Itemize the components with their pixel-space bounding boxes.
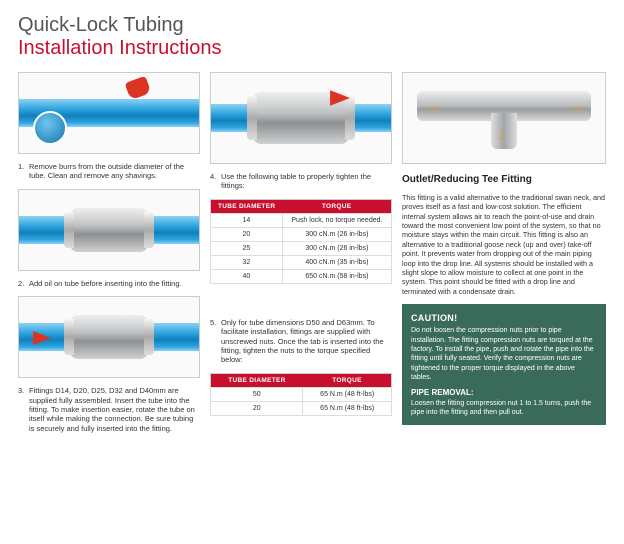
caption-step-2: 2. Add oil on tube before inserting into… (18, 279, 200, 288)
cell: 25 (211, 241, 283, 255)
figure-step-4 (210, 72, 392, 164)
th-torque: TORQUE (303, 373, 392, 387)
figure-tee-fitting: → → → (402, 72, 606, 164)
table-row: 5065 N.m (48 ft-lbs) (211, 387, 392, 401)
table-row: 2065 N.m (48 ft-lbs) (211, 401, 392, 415)
cell: 32 (211, 255, 283, 269)
step-num: 5. (210, 318, 218, 365)
th-diameter: TUBE DIAMETER (211, 373, 303, 387)
caution-box: CAUTION! Do not loosen the compression n… (402, 304, 606, 425)
step-num: 2. (18, 279, 26, 288)
caption-step-4: 4. Use the following table to properly t… (210, 172, 392, 191)
step-num: 3. (18, 386, 26, 433)
figure-step-1 (18, 72, 200, 154)
page-title-line1: Quick-Lock Tubing (18, 14, 606, 37)
cell: 300 cN.m (26 in-lbs) (282, 227, 391, 241)
step-text: Only for tube dimensions D50 and D63mm. … (221, 318, 392, 365)
cell: 400 cN.m (35 in-lbs) (282, 255, 391, 269)
step-text: Add oil on tube before inserting into th… (29, 279, 182, 288)
step-text: Fittings D14, D20, D25, D32 and D40mm ar… (29, 386, 200, 433)
torque-table-1: TUBE DIAMETER TORQUE 14Push lock, no tor… (210, 199, 392, 284)
cell: 20 (211, 227, 283, 241)
cell: 65 N.m (48 ft-lbs) (303, 401, 392, 415)
column-1: 1. Remove burrs from the outside diamete… (18, 72, 200, 433)
cell: 20 (211, 401, 303, 415)
column-3: → → → Outlet/Reducing Tee Fitting This f… (402, 72, 606, 433)
caption-step-3: 3. Fittings D14, D20, D25, D32 and D40mm… (18, 386, 200, 433)
cell: 300 cN.m (26 in-lbs) (282, 241, 391, 255)
caution-body: Do not loosen the compression nuts prior… (411, 326, 597, 383)
cell: 40 (211, 269, 283, 283)
table-row: 14Push lock, no torque needed. (211, 213, 392, 227)
page-title-line2: Installation Instructions (18, 37, 606, 60)
step-num: 1. (18, 162, 26, 181)
caption-step-1: 1. Remove burrs from the outside diamete… (18, 162, 200, 181)
table-row: 20300 cN.m (26 in-lbs) (211, 227, 392, 241)
cell: 650 cN.m (58 in-lbs) (282, 269, 391, 283)
th-diameter: TUBE DIAMETER (211, 199, 283, 213)
table-row: 32400 cN.m (35 in-lbs) (211, 255, 392, 269)
cell: Push lock, no torque needed. (282, 213, 391, 227)
main-columns: 1. Remove burrs from the outside diamete… (18, 72, 606, 433)
column-2: 4. Use the following table to properly t… (210, 72, 392, 433)
caution-title: CAUTION! (411, 312, 597, 324)
table-row: 40650 cN.m (58 in-lbs) (211, 269, 392, 283)
step-text: Remove burrs from the outside diameter o… (29, 162, 200, 181)
torque-table-2: TUBE DIAMETER TORQUE 5065 N.m (48 ft-lbs… (210, 373, 392, 416)
figure-step-3 (18, 296, 200, 378)
tee-body-text: This fitting is a valid alternative to t… (402, 193, 606, 296)
step-text: Use the following table to properly tigh… (221, 172, 392, 191)
cell: 14 (211, 213, 283, 227)
table-row: 25300 cN.m (26 in-lbs) (211, 241, 392, 255)
cell: 65 N.m (48 ft-lbs) (303, 387, 392, 401)
caption-step-5: 5. Only for tube dimensions D50 and D63m… (210, 318, 392, 365)
pipe-removal-title: PIPE REMOVAL: (411, 388, 597, 399)
pipe-removal-body: Loosen the fitting compression nut 1 to … (411, 399, 597, 418)
th-torque: TORQUE (282, 199, 391, 213)
figure-step-2 (18, 189, 200, 271)
step-num: 4. (210, 172, 218, 191)
cell: 50 (211, 387, 303, 401)
tee-title: Outlet/Reducing Tee Fitting (402, 174, 606, 185)
